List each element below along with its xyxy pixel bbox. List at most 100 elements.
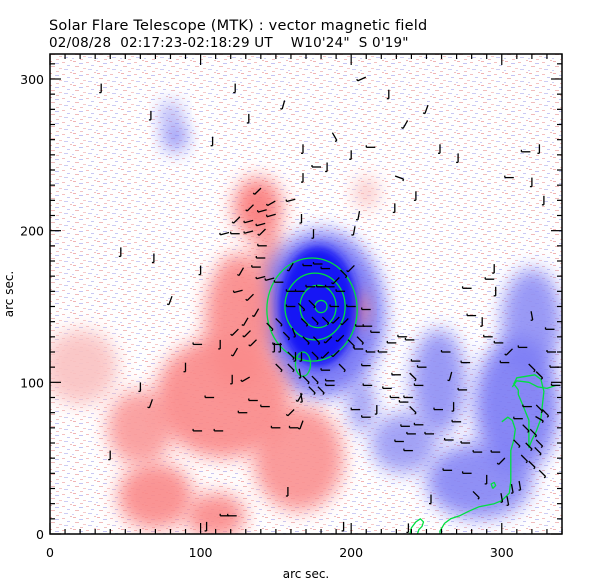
field-vector xyxy=(301,144,304,154)
vector-shaft xyxy=(246,293,254,302)
vector-head xyxy=(541,420,544,424)
field-vector xyxy=(312,262,323,265)
field-vector xyxy=(513,439,521,449)
vector-shaft xyxy=(287,409,295,417)
field-vector xyxy=(541,409,550,418)
field-vector xyxy=(447,371,453,382)
vector-shaft xyxy=(244,219,254,224)
field-vector xyxy=(311,351,319,361)
vector-shaft xyxy=(238,267,245,276)
vector-head xyxy=(326,322,330,326)
vector-head xyxy=(257,233,260,236)
vector-shaft xyxy=(500,493,504,503)
field-vector xyxy=(270,425,281,429)
vector-shaft xyxy=(302,375,310,383)
vector-shaft xyxy=(321,316,330,324)
field-vector xyxy=(325,162,328,173)
field-vector xyxy=(351,226,356,236)
vector-shaft xyxy=(505,348,513,356)
vector-head xyxy=(286,269,290,272)
vector-shaft xyxy=(300,318,309,326)
vector-head xyxy=(307,382,310,385)
field-vector xyxy=(460,360,471,364)
vector-head xyxy=(334,139,338,143)
vector-head xyxy=(540,410,544,414)
field-vector xyxy=(409,372,417,382)
contour-line xyxy=(490,481,497,489)
vector-shaft xyxy=(287,351,295,359)
field-vector xyxy=(492,264,495,274)
vector-shaft xyxy=(424,104,429,114)
field-vector xyxy=(461,471,472,474)
vector-shaft xyxy=(275,363,283,371)
field-vector xyxy=(525,442,533,452)
field-vector xyxy=(386,340,397,344)
field-vector xyxy=(338,363,346,373)
vector-shaft xyxy=(525,442,533,450)
positive-polarity-region xyxy=(117,462,194,530)
field-vector xyxy=(365,145,376,148)
field-vector xyxy=(504,175,514,179)
field-vector xyxy=(461,286,472,289)
vector-head xyxy=(346,269,349,273)
field-vector xyxy=(440,350,451,353)
vector-head xyxy=(305,324,309,327)
field-vector xyxy=(287,351,295,361)
field-vector xyxy=(466,313,477,317)
vector-head xyxy=(255,223,258,226)
field-vector xyxy=(230,374,233,385)
vector-shaft xyxy=(168,295,173,305)
y-tick-label: 300 xyxy=(20,72,44,87)
vector-shaft xyxy=(256,222,266,227)
field-vector xyxy=(166,295,173,306)
vector-head xyxy=(271,328,274,332)
vector-head xyxy=(313,392,316,395)
vector-shaft xyxy=(347,264,355,273)
field-vector xyxy=(230,328,239,336)
field-vector xyxy=(506,496,510,507)
y-axis-label: arc sec. xyxy=(2,271,16,317)
field-vector xyxy=(346,304,356,308)
vector-shaft xyxy=(332,349,340,358)
vector-head xyxy=(287,338,291,341)
vector-head xyxy=(230,333,233,336)
field-vector xyxy=(424,431,434,435)
field-vector xyxy=(341,521,345,532)
field-vector xyxy=(285,198,296,203)
field-vector xyxy=(401,120,409,129)
field-vector xyxy=(99,83,102,94)
vector-head xyxy=(402,178,405,182)
field-vector xyxy=(265,200,276,207)
field-vector xyxy=(537,144,541,154)
vector-shaft xyxy=(510,483,514,494)
field-vector xyxy=(500,493,504,504)
field-vector xyxy=(413,383,424,387)
vector-shaft xyxy=(244,230,254,234)
y-tick-label: 100 xyxy=(20,375,44,390)
vector-shaft xyxy=(338,363,346,371)
field-vector xyxy=(245,293,254,302)
vector-head xyxy=(534,435,538,438)
vector-head xyxy=(477,497,480,500)
vector-head xyxy=(533,369,536,373)
contour-line xyxy=(439,416,516,534)
vector-head xyxy=(335,339,338,342)
vector-shaft xyxy=(534,446,542,455)
field-vector xyxy=(236,267,245,277)
vector-shaft xyxy=(249,339,257,347)
vector-shaft xyxy=(324,336,333,344)
field-vector xyxy=(538,469,547,479)
contour-line xyxy=(266,257,358,362)
negative-polarity-region xyxy=(278,245,358,368)
vector-head xyxy=(292,369,295,373)
field-vector xyxy=(535,404,544,414)
vector-shaft xyxy=(331,132,338,141)
field-vector xyxy=(451,402,455,412)
positive-polarity-region xyxy=(233,177,282,239)
field-vector xyxy=(460,441,471,444)
field-vector xyxy=(349,150,352,160)
field-vector xyxy=(231,216,241,224)
positive-polarity-region xyxy=(155,336,291,459)
field-vector xyxy=(264,277,275,282)
field-vector xyxy=(311,165,321,168)
